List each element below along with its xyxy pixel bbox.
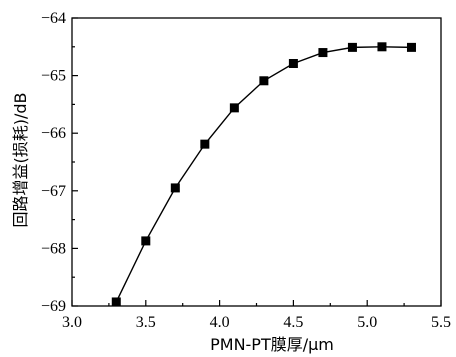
data-point-marker: [377, 42, 387, 52]
plot-frame: [71, 17, 442, 307]
data-point-marker: [229, 103, 239, 113]
data-point-marker: [406, 42, 416, 52]
data-point-marker: [318, 48, 328, 58]
x-tick-label: 3.5: [136, 314, 156, 331]
y-tick-label: −64: [41, 10, 66, 27]
y-tick-label: −67: [41, 183, 66, 200]
x-tick-label: 5.0: [357, 314, 377, 331]
data-point-marker: [141, 236, 151, 246]
x-tick-label: 3.0: [62, 314, 82, 331]
x-tick-label: 5.5: [431, 314, 451, 331]
data-point-marker: [200, 139, 210, 149]
data-point-marker: [170, 183, 180, 193]
y-tick-label: −66: [41, 125, 66, 142]
y-tick-label: −65: [41, 68, 66, 85]
x-axis-title: PMN-PT膜厚/μm: [210, 335, 334, 354]
data-point-marker: [259, 76, 269, 86]
data-point-marker: [111, 297, 121, 307]
x-tick-label: 4.5: [283, 314, 303, 331]
y-axis-title: 回路增益(损耗)/dB: [11, 92, 30, 227]
x-tick-label: 4.0: [210, 314, 230, 331]
data-point-marker: [288, 59, 298, 69]
y-tick-label: −68: [41, 240, 66, 257]
data-point-marker: [347, 42, 357, 52]
y-tick-label: −69: [41, 298, 66, 315]
